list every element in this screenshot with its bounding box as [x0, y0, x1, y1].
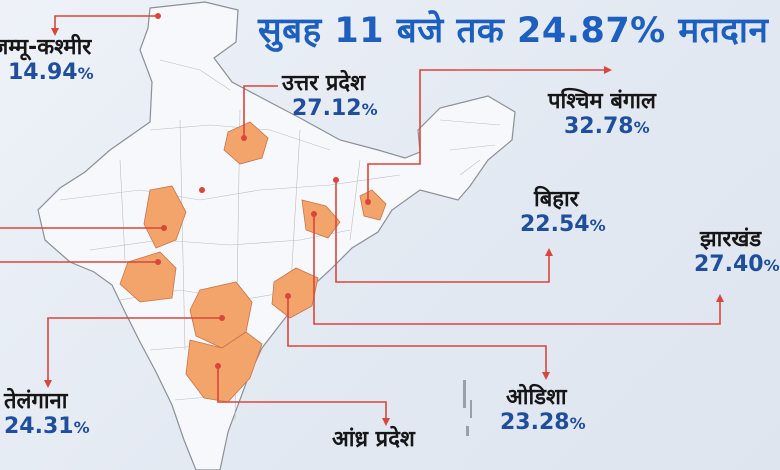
andhra-pradesh-region: [185, 331, 263, 403]
state-value: 14.94%: [8, 60, 94, 86]
state-value: 23.28%: [500, 410, 586, 436]
label-west-bengal: पश्चिम बंगाल 32.78%: [548, 89, 656, 140]
state-name: बिहार: [534, 187, 579, 212]
west-region-lower: [119, 251, 177, 303]
west-bengal-region: [359, 189, 387, 221]
state-value: 27.12%: [292, 96, 378, 122]
state-name: तेलंगाना: [4, 389, 68, 414]
state-name: आंध्र प्रदेश: [332, 427, 415, 452]
west-region-upper: [143, 185, 187, 249]
connector-lines: [0, 15, 721, 418]
connector-telangana: [47, 317, 222, 380]
label-andhra-pradesh: आंध्र प्रदेश: [332, 427, 415, 452]
connector-bihar: [335, 180, 550, 283]
odisha-region: [271, 267, 319, 319]
state-value: 27.40%: [694, 252, 780, 278]
connector-jk: [54, 15, 158, 28]
connector-dots: [155, 13, 371, 369]
label-jammu-kashmir: जम्मू-कश्मीर 14.94%: [0, 35, 94, 86]
uttar-pradesh-region: [223, 121, 269, 165]
connector-wb: [367, 69, 604, 202]
islands: [463, 380, 472, 436]
highlighted-states: [119, 121, 387, 403]
state-value: 24.31%: [4, 414, 90, 440]
state-name: ओडिशा: [506, 385, 567, 410]
label-bihar: बिहार 22.54%: [520, 187, 606, 238]
jharkhand-region: [301, 199, 341, 239]
label-telangana: तेलंगाना 24.31%: [4, 389, 90, 440]
connector-up: [243, 85, 278, 138]
headline: सुबह 11 बजे तक 24.87% मतदान: [258, 11, 769, 51]
label-odisha: ओडिशा 23.28%: [500, 385, 586, 435]
label-uttar-pradesh: उत्तर प्रदेश 27.12%: [282, 71, 378, 122]
state-value: 22.54%: [520, 212, 606, 238]
connector-odisha: [287, 296, 547, 372]
state-value: 32.78%: [564, 114, 650, 140]
state-name: उत्तर प्रदेश: [282, 71, 366, 96]
state-name: जम्मू-कश्मीर: [0, 35, 92, 60]
connector-jharkhand: [313, 214, 721, 325]
arrow-heads: [44, 28, 724, 426]
india-outline: [37, 1, 516, 470]
state-name: पश्चिम बंगाल: [548, 89, 656, 114]
connector-ap: [217, 366, 387, 418]
state-name: झारखंड: [700, 227, 762, 252]
label-jharkhand: झारखंड 27.40%: [694, 227, 780, 277]
